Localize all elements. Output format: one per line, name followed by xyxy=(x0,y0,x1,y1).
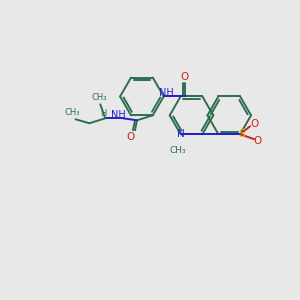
Text: O: O xyxy=(180,72,189,82)
Text: H: H xyxy=(100,109,106,118)
Text: CH₃: CH₃ xyxy=(65,108,80,117)
Text: N: N xyxy=(177,129,184,139)
Text: O: O xyxy=(126,132,134,142)
Text: NH: NH xyxy=(111,110,125,120)
Text: CH₃: CH₃ xyxy=(92,93,107,102)
Text: S: S xyxy=(239,129,245,139)
Text: NH: NH xyxy=(159,88,174,98)
Text: O: O xyxy=(254,136,262,146)
Text: CH₃: CH₃ xyxy=(169,146,186,154)
Text: O: O xyxy=(250,119,258,129)
